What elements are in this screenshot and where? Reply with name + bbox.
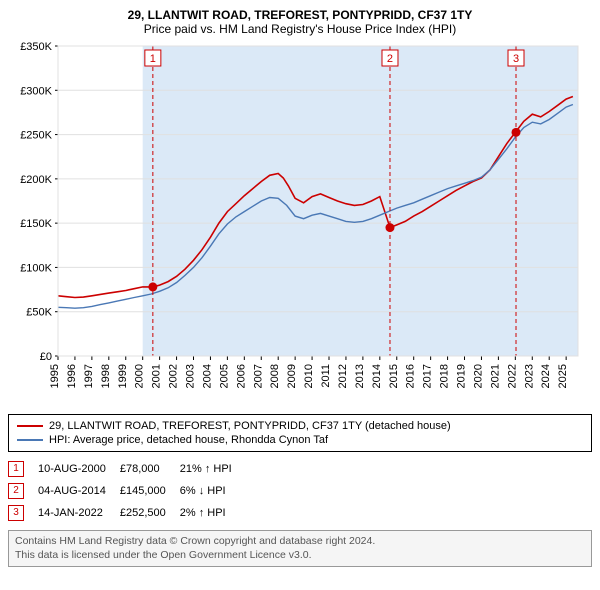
tx-price: £78,000 (120, 458, 180, 480)
svg-text:2007: 2007 (252, 364, 264, 388)
legend-item: 29, LLANTWIT ROAD, TREFOREST, PONTYPRIDD… (17, 419, 583, 433)
svg-text:£350K: £350K (20, 41, 52, 53)
svg-text:£200K: £200K (20, 174, 52, 186)
svg-text:1999: 1999 (117, 364, 129, 388)
tx-diff: 2% ↑ HPI (180, 502, 246, 524)
legend-swatch (17, 425, 43, 427)
svg-text:2017: 2017 (422, 364, 434, 388)
svg-text:1: 1 (150, 53, 156, 65)
svg-text:2020: 2020 (472, 364, 484, 388)
svg-text:2018: 2018 (439, 364, 451, 388)
svg-text:2001: 2001 (151, 364, 163, 388)
svg-text:2003: 2003 (185, 364, 197, 388)
line-chart: £0 £50K £100K £150K £200K £250K £300K £350K 1995… (8, 36, 592, 406)
svg-text:1995: 1995 (49, 364, 61, 388)
svg-text:2009: 2009 (286, 364, 298, 388)
svg-text:2008: 2008 (269, 364, 281, 388)
svg-text:2024: 2024 (540, 364, 552, 388)
svg-text:1996: 1996 (66, 364, 78, 388)
chart-title: 29, LLANTWIT ROAD, TREFOREST, PONTYPRIDD… (8, 8, 592, 22)
svg-text:£100K: £100K (20, 262, 52, 274)
tx-date: 10-AUG-2000 (38, 458, 120, 480)
chart-container: £0 £50K £100K £150K £200K £250K £300K £350K 1995… (8, 36, 592, 406)
tx-marker: 3 (8, 505, 24, 521)
svg-text:2002: 2002 (168, 364, 180, 388)
transactions-table: 1 10-AUG-2000£78,00021% ↑ HPI 2 04-AUG-2014… (8, 458, 246, 524)
tx-marker: 1 (8, 461, 24, 477)
tx-diff: 6% ↓ HPI (180, 480, 246, 502)
svg-text:2006: 2006 (235, 364, 247, 388)
svg-text:2000: 2000 (134, 364, 146, 388)
svg-text:2016: 2016 (405, 364, 417, 388)
footer-line-2: This data is licensed under the Open Gov… (15, 549, 585, 563)
tx-date: 04-AUG-2014 (38, 480, 120, 502)
svg-text:£150K: £150K (20, 218, 52, 230)
legend-swatch (17, 439, 43, 441)
svg-text:2: 2 (387, 53, 393, 65)
svg-text:1997: 1997 (83, 364, 95, 388)
tx-diff: 21% ↑ HPI (180, 458, 246, 480)
svg-text:2015: 2015 (388, 364, 400, 388)
svg-text:£50K: £50K (26, 307, 52, 319)
svg-text:2023: 2023 (523, 364, 535, 388)
tx-date: 14-JAN-2022 (38, 502, 120, 524)
legend-label: 29, LLANTWIT ROAD, TREFOREST, PONTYPRIDD… (49, 420, 451, 432)
tx-price: £145,000 (120, 480, 180, 502)
chart-subtitle: Price paid vs. HM Land Registry's House … (8, 22, 592, 36)
table-row: 3 14-JAN-2022£252,5002% ↑ HPI (8, 502, 246, 524)
svg-text:2021: 2021 (489, 364, 501, 388)
svg-text:£250K: £250K (20, 130, 52, 142)
footer-line-1: Contains HM Land Registry data © Crown c… (15, 535, 585, 549)
svg-text:2012: 2012 (337, 364, 349, 388)
svg-text:£300K: £300K (20, 85, 52, 97)
svg-text:2013: 2013 (354, 364, 366, 388)
footer-attribution: Contains HM Land Registry data © Crown c… (8, 530, 592, 567)
svg-text:2019: 2019 (456, 364, 468, 388)
svg-text:2025: 2025 (557, 364, 569, 388)
legend: 29, LLANTWIT ROAD, TREFOREST, PONTYPRIDD… (8, 414, 592, 452)
svg-text:2011: 2011 (320, 364, 332, 388)
svg-text:2014: 2014 (371, 364, 383, 388)
tx-marker: 2 (8, 483, 24, 499)
svg-text:2010: 2010 (303, 364, 315, 388)
legend-label: HPI: Average price, detached house, Rhon… (49, 434, 328, 446)
table-row: 2 04-AUG-2014£145,0006% ↓ HPI (8, 480, 246, 502)
legend-item: HPI: Average price, detached house, Rhon… (17, 433, 583, 447)
tx-price: £252,500 (120, 502, 180, 524)
svg-text:2004: 2004 (201, 364, 213, 388)
table-row: 1 10-AUG-2000£78,00021% ↑ HPI (8, 458, 246, 480)
svg-text:2005: 2005 (218, 364, 230, 388)
svg-text:1998: 1998 (100, 364, 112, 388)
svg-text:2022: 2022 (506, 364, 518, 388)
svg-text:3: 3 (513, 53, 519, 65)
svg-text:£0: £0 (40, 351, 52, 363)
